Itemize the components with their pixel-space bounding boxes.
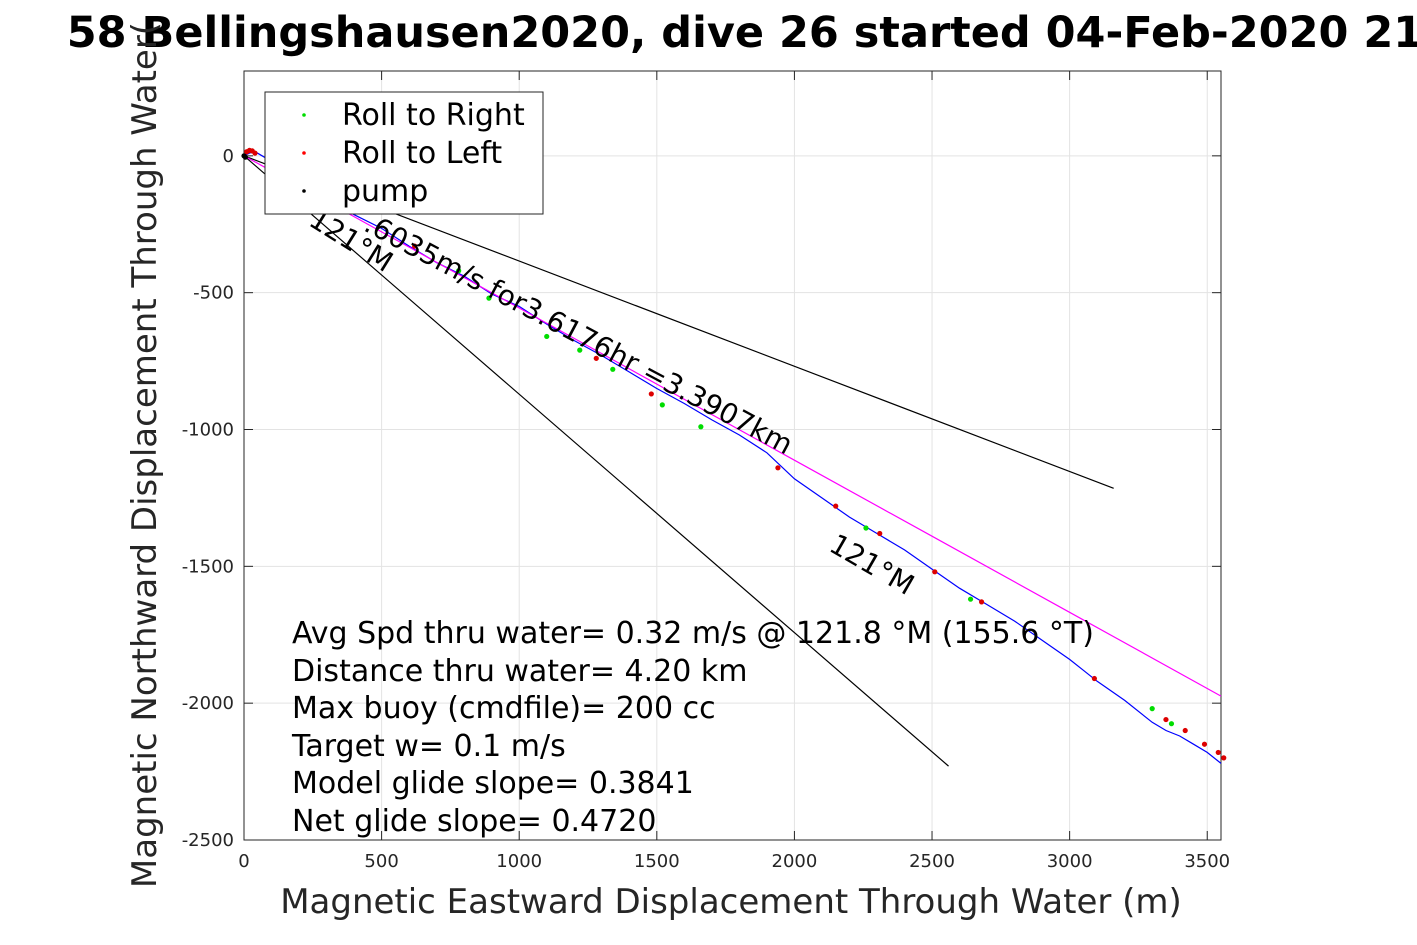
stats-line-avg-speed: Avg Spd thru water= 0.32 m/s @ 121.8 °M …	[292, 616, 1094, 651]
roll-right-marker	[1168, 721, 1175, 727]
x-tick-label: 2000	[772, 851, 818, 872]
roll-left-marker	[1221, 755, 1227, 761]
roll-right-marker	[544, 333, 550, 340]
y-axis-ticks: 0 -500 -1000 -1500 -2000 -2500	[182, 146, 1221, 851]
plot-area	[243, 70, 1222, 841]
roll-right-marker	[659, 402, 665, 408]
y-tick-label: -1000	[182, 420, 234, 441]
legend-marker-pump	[302, 189, 306, 193]
roll-right-marker	[698, 424, 704, 430]
roll-left-marker	[833, 503, 839, 509]
stats-line-distance: Distance thru water= 4.20 km	[292, 654, 747, 689]
x-tick-label: 1000	[496, 851, 542, 872]
roll-left-marker	[877, 530, 883, 537]
roll-left-marker	[412, 243, 418, 249]
y-tick-label: 0	[223, 146, 234, 167]
roll-right-marker	[456, 268, 462, 274]
roll-left-marker	[648, 391, 654, 397]
x-tick-label: 1500	[634, 851, 680, 872]
stats-line-target-w: Target w= 0.1 m/s	[291, 729, 566, 764]
roll-left-marker	[1201, 741, 1208, 747]
y-tick-label: -500	[193, 283, 234, 304]
roll-left-marker	[932, 569, 938, 575]
stats-line-max-buoy: Max buoy (cmdfile)= 200 cc	[292, 691, 716, 726]
y-tick-label: -1500	[182, 556, 234, 577]
legend-box	[264, 91, 544, 215]
series-line-track	[243, 151, 1222, 764]
series-lines	[243, 151, 1222, 764]
roll-right-marker	[967, 596, 974, 602]
y-tick-label: -2500	[182, 830, 234, 851]
annotation-label: 121°M	[824, 527, 920, 601]
roll-left-marker	[775, 465, 781, 471]
roll-right-marker	[577, 347, 583, 353]
roll-left-marker	[1163, 716, 1169, 723]
x-tick-label: 3000	[1047, 851, 1093, 872]
roll-left-marker	[1182, 727, 1188, 734]
annotation-label: .6035m/s for3.6176hr =3.3907km	[359, 207, 798, 461]
y-axis-label: Magnetic Northward Displacement Through …	[125, 22, 165, 888]
roll-left-marker	[593, 355, 599, 361]
series-line-heading	[243, 155, 1222, 697]
x-tick-label: 2500	[909, 851, 955, 872]
reference-line	[243, 155, 949, 767]
stats-line-model-glide: Model glide slope= 0.3841	[292, 766, 694, 801]
x-tick-label: 500	[364, 851, 398, 872]
roll-right-marker	[486, 295, 492, 301]
roll-left-marker	[1091, 675, 1098, 682]
roll-right-marker	[610, 366, 616, 372]
legend-marker-roll-left	[302, 151, 306, 155]
legend-label-pump: pump	[342, 174, 428, 209]
roll-right-marker	[1149, 706, 1155, 712]
roll-left-marker	[978, 599, 985, 605]
legend-label-roll-right: Roll to Right	[342, 98, 525, 133]
x-axis-ticks: 0 500 1000 1500 2000 2500 3000 3500	[238, 71, 1230, 872]
legend-label-roll-left: Roll to Left	[342, 136, 502, 171]
pump-marker	[242, 154, 248, 160]
roll-left-marker	[252, 150, 258, 156]
stats-block: Avg Spd thru water= 0.32 m/s @ 121.8 °M …	[291, 616, 1094, 839]
markers	[241, 147, 1227, 761]
y-tick-label: -2000	[182, 693, 234, 714]
stats-line-net-glide: Net glide slope= 0.4720	[292, 804, 656, 839]
x-axis-label: Magnetic Eastward Displacement Through W…	[280, 882, 1182, 922]
legend: Roll to Right Roll to Left pump	[264, 91, 544, 215]
roll-right-marker	[863, 525, 869, 531]
x-tick-label: 3500	[1184, 851, 1230, 872]
chart-title: 58 Bellingshausen2020, dive 26 started 0…	[67, 8, 1417, 58]
legend-marker-roll-right	[302, 113, 306, 117]
roll-left-marker	[1215, 749, 1221, 756]
x-tick-label: 0	[238, 851, 249, 872]
